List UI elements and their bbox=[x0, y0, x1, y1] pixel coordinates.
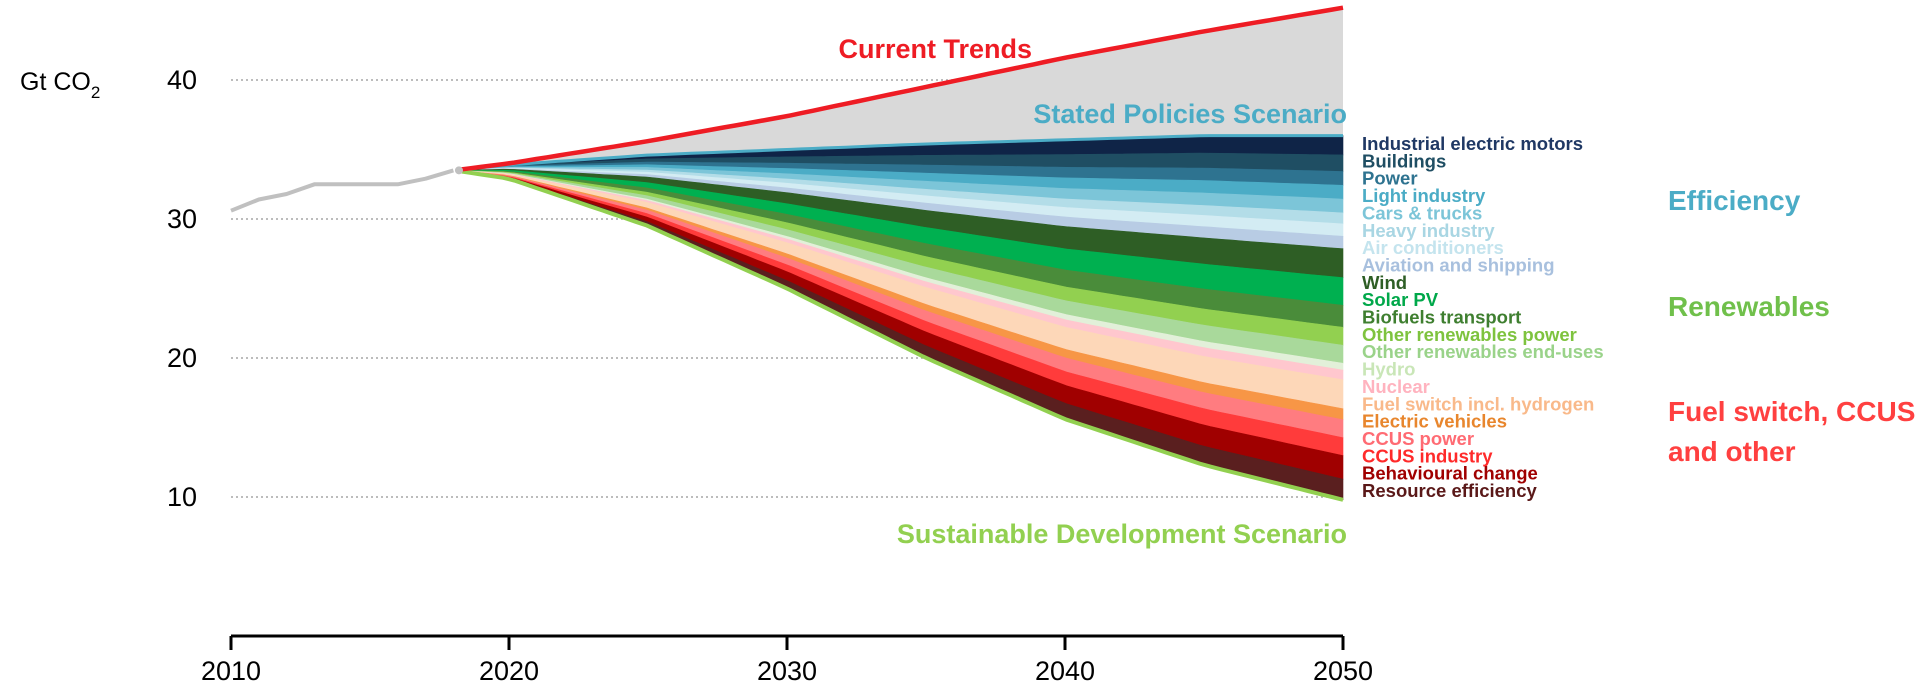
wedge-label-power: Power bbox=[1362, 168, 1418, 189]
wedge-label-aviation-and-shipping: Aviation and shipping bbox=[1362, 254, 1555, 275]
x-tick-label: 2010 bbox=[201, 656, 261, 686]
wedge-label-other-renewables-end-uses: Other renewables end-uses bbox=[1362, 341, 1604, 362]
stated-policies-label: Stated Policies Scenario bbox=[1033, 99, 1347, 129]
wedge-label-biofuels-transport: Biofuels transport bbox=[1362, 307, 1521, 328]
scenario-labels: Current Trends Stated Policies Scenario Su… bbox=[838, 34, 1347, 549]
wedge-label-solar-pv: Solar PV bbox=[1362, 289, 1439, 310]
wedge-label-light-industry: Light industry bbox=[1362, 185, 1486, 206]
x-tick-label: 2030 bbox=[757, 656, 817, 686]
historical-line bbox=[230, 168, 454, 213]
wedge-label-buildings: Buildings bbox=[1362, 150, 1446, 171]
wedge-label-fuel-switch-incl-hydrogen: Fuel switch incl. hydrogen bbox=[1362, 393, 1594, 414]
stated-policies-line bbox=[458, 134, 1343, 172]
wedge-label-nuclear: Nuclear bbox=[1362, 376, 1430, 397]
sustainable-development-label: Sustainable Development Scenario bbox=[897, 519, 1347, 549]
wedge-label-electric-vehicles: Electric vehicles bbox=[1362, 411, 1507, 432]
group-label-fuel-switch: Fuel switch, CCUS bbox=[1668, 396, 1915, 427]
wedge-label-ccus-power: CCUS power bbox=[1362, 428, 1474, 449]
wedge-label-behavioural-change: Behavioural change bbox=[1362, 463, 1538, 484]
wedge-areas bbox=[458, 7, 1344, 501]
group-label-renewables: Renewables bbox=[1668, 291, 1830, 322]
y-axis-label-subscript: 2 bbox=[91, 83, 100, 102]
wedge-label-heavy-industry: Heavy industry bbox=[1362, 220, 1495, 241]
sustainable-development-line bbox=[458, 169, 1344, 502]
group-labels: Efficiency Renewables Fuel switch, CCUS and… bbox=[1668, 185, 1915, 467]
current-trends-line bbox=[458, 5, 1344, 172]
x-tick-label: 2020 bbox=[479, 656, 539, 686]
junction-point bbox=[454, 166, 463, 175]
group-label-efficiency: Efficiency bbox=[1668, 185, 1801, 216]
wedge-label-hydro: Hydro bbox=[1362, 359, 1415, 380]
wedge-label-cars-and-trucks: Cars & trucks bbox=[1362, 202, 1482, 223]
y-tick-label: 30 bbox=[167, 204, 197, 234]
scenario-lines bbox=[230, 5, 1344, 502]
wedge-label-industrial-electric-motors: Industrial electric motors bbox=[1362, 133, 1583, 154]
wedge-label-ccus-industry: CCUS industry bbox=[1362, 445, 1493, 466]
current-trends-label: Current Trends bbox=[838, 34, 1032, 64]
y-tick-label: 20 bbox=[167, 343, 197, 373]
y-axis-label: Gt CO2 bbox=[20, 68, 100, 102]
wedge-label-resource-efficiency: Resource efficiency bbox=[1362, 480, 1538, 501]
wedge-label-other-renewables-power: Other renewables power bbox=[1362, 324, 1577, 345]
y-tick-label: 10 bbox=[167, 482, 197, 512]
group-label-fuel-switch-line2: and other bbox=[1668, 436, 1796, 467]
wedge-label-air-conditioners: Air conditioners bbox=[1362, 237, 1504, 258]
x-tick-label: 2040 bbox=[1035, 656, 1095, 686]
x-tick-label: 2050 bbox=[1313, 656, 1373, 686]
wedge-label-wind: Wind bbox=[1362, 272, 1407, 293]
y-tick-label: 40 bbox=[167, 65, 197, 95]
wedge-labels: Industrial electric motorsBuildingsPower… bbox=[1362, 133, 1604, 501]
